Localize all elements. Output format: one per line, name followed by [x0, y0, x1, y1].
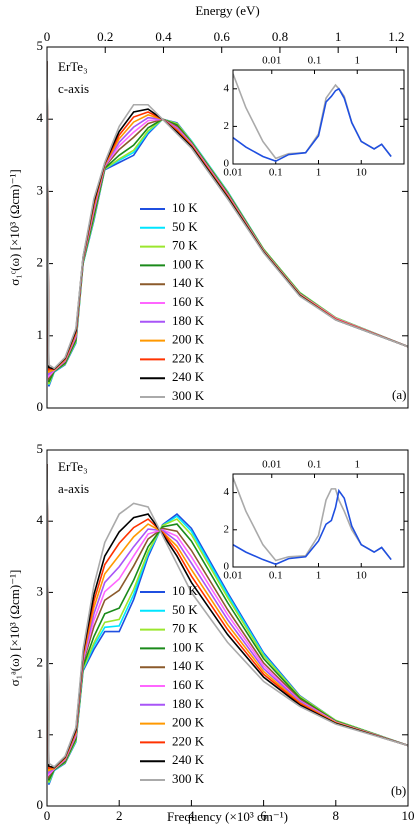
panel: 0 2 4 0.01 0.1 1 10 0.01 0.1 1 — [223, 55, 405, 179]
y-axis-label: σ₁ᶜ(ω) [×10³ (Ωcm)⁻¹] — [7, 169, 22, 285]
y-tick-label: 0 — [37, 797, 44, 812]
x2-tick-label: 1 — [355, 55, 361, 67]
x-tick-label: 0 — [44, 808, 51, 823]
y-tick-label: 3 — [37, 583, 44, 598]
axes-frame — [46, 449, 409, 807]
legend-label: 160 K — [172, 677, 205, 692]
legend-label: 300 K — [172, 771, 205, 786]
series-line — [47, 61, 408, 370]
y-tick-label: 4 — [37, 110, 44, 125]
axes-frame — [46, 46, 409, 409]
axes-frame — [232, 473, 405, 568]
y-tick-label: 4 — [37, 512, 44, 527]
legend-label: 140 K — [172, 658, 205, 673]
legend-label: 180 K — [172, 696, 205, 711]
x2-tick-label: 1 — [335, 29, 342, 44]
x2-tick-label: 0 — [44, 29, 51, 44]
legend-label: 220 K — [172, 350, 205, 365]
panel: 0 2 4 0.01 0.1 1 10 0.01 0.1 1 — [223, 459, 405, 582]
y-tick-label: 4 — [224, 82, 230, 94]
y-tick-label: 2 — [224, 523, 230, 535]
annotation: (b) — [391, 783, 406, 798]
annotation: (a) — [392, 387, 406, 402]
x-tick-label: 0.01 — [223, 570, 242, 582]
y-tick-label: 1 — [37, 327, 44, 342]
y-tick-label: 1 — [37, 726, 44, 741]
y-axis-label: σ₁ᵃ(ω) [×10³ (Ωcm)⁻¹] — [7, 570, 22, 687]
annotation: ErTe₃ — [58, 59, 88, 74]
series-line — [47, 464, 408, 768]
inset-background — [233, 474, 404, 567]
y-tick-label: 0 — [37, 399, 44, 414]
legend-label: 240 K — [172, 752, 205, 767]
x-tick-label: 1 — [316, 570, 322, 582]
legend-label: 180 K — [172, 313, 205, 328]
x2-tick-label: 0.4 — [155, 29, 172, 44]
x-tick-label: 1 — [316, 167, 322, 179]
y-tick-label: 4 — [224, 486, 230, 498]
x2-tick-label: 0.8 — [272, 29, 288, 44]
x-axis-label: Frequency (×10³ cm⁻¹) — [167, 809, 288, 824]
legend-label: 70 K — [172, 238, 198, 253]
x2-tick-label: 0.6 — [214, 29, 231, 44]
x-tick-label: 10 — [402, 808, 415, 823]
axes-frame — [232, 69, 405, 165]
x2-tick-label: 0.01 — [262, 55, 281, 67]
legend-label: 140 K — [172, 275, 205, 290]
x2-tick-label: 1.2 — [388, 29, 404, 44]
x-tick-label: 4 — [188, 808, 195, 823]
legend-label: 50 K — [172, 219, 198, 234]
series-line — [47, 464, 408, 781]
x-tick-label: 0.1 — [269, 570, 283, 582]
x2-tick-label: 0.1 — [308, 55, 322, 67]
legend-label: 100 K — [172, 256, 205, 271]
x2-tick-label: 0.1 — [308, 459, 322, 471]
y-tick-label: 2 — [224, 120, 230, 132]
annotation: a-axis — [58, 481, 89, 496]
y-tick-label: 3 — [37, 182, 44, 197]
legend-label: 10 K — [172, 583, 198, 598]
y-tick-label: 2 — [37, 255, 44, 270]
legend-label: 160 K — [172, 294, 205, 309]
x-tick-label: 2 — [116, 808, 123, 823]
curves — [233, 73, 392, 163]
x-tick-label: 8 — [333, 808, 340, 823]
legend-label: 200 K — [172, 332, 205, 347]
legend-label: 200 K — [172, 715, 205, 730]
y-tick-label: 5 — [37, 38, 44, 53]
curves — [233, 477, 392, 566]
x-tick-label: 10 — [356, 167, 368, 179]
legend-label: 10 K — [172, 200, 198, 215]
legend-label: 50 K — [172, 602, 198, 617]
curves — [47, 61, 408, 387]
inset-background — [233, 70, 404, 164]
y-tick-label: 0 — [224, 561, 230, 573]
x2-tick-label: 1 — [355, 459, 361, 471]
y-tick-label: 0 — [224, 158, 230, 170]
x-tick-label: 10 — [356, 570, 368, 582]
y-tick-label: 5 — [37, 441, 44, 456]
legend-label: 220 K — [172, 733, 205, 748]
curves — [47, 464, 408, 785]
x2-axis-label: Energy (eV) — [195, 3, 259, 18]
legend-label: 70 K — [172, 621, 198, 636]
legend-label: 240 K — [172, 369, 205, 384]
x-tick-label: 6 — [260, 808, 267, 823]
series-line — [233, 87, 392, 163]
legend-label: 100 K — [172, 639, 205, 654]
x2-tick-label: 0.2 — [97, 29, 113, 44]
legend-label: 300 K — [172, 388, 205, 403]
x-tick-label: 0.01 — [223, 167, 242, 179]
x2-tick-label: 0.01 — [262, 459, 281, 471]
series-line — [233, 488, 392, 566]
annotation: c-axis — [58, 81, 89, 96]
annotation: ErTe₃ — [58, 459, 88, 474]
x-tick-label: 0.1 — [269, 167, 283, 179]
y-tick-label: 2 — [37, 655, 44, 670]
